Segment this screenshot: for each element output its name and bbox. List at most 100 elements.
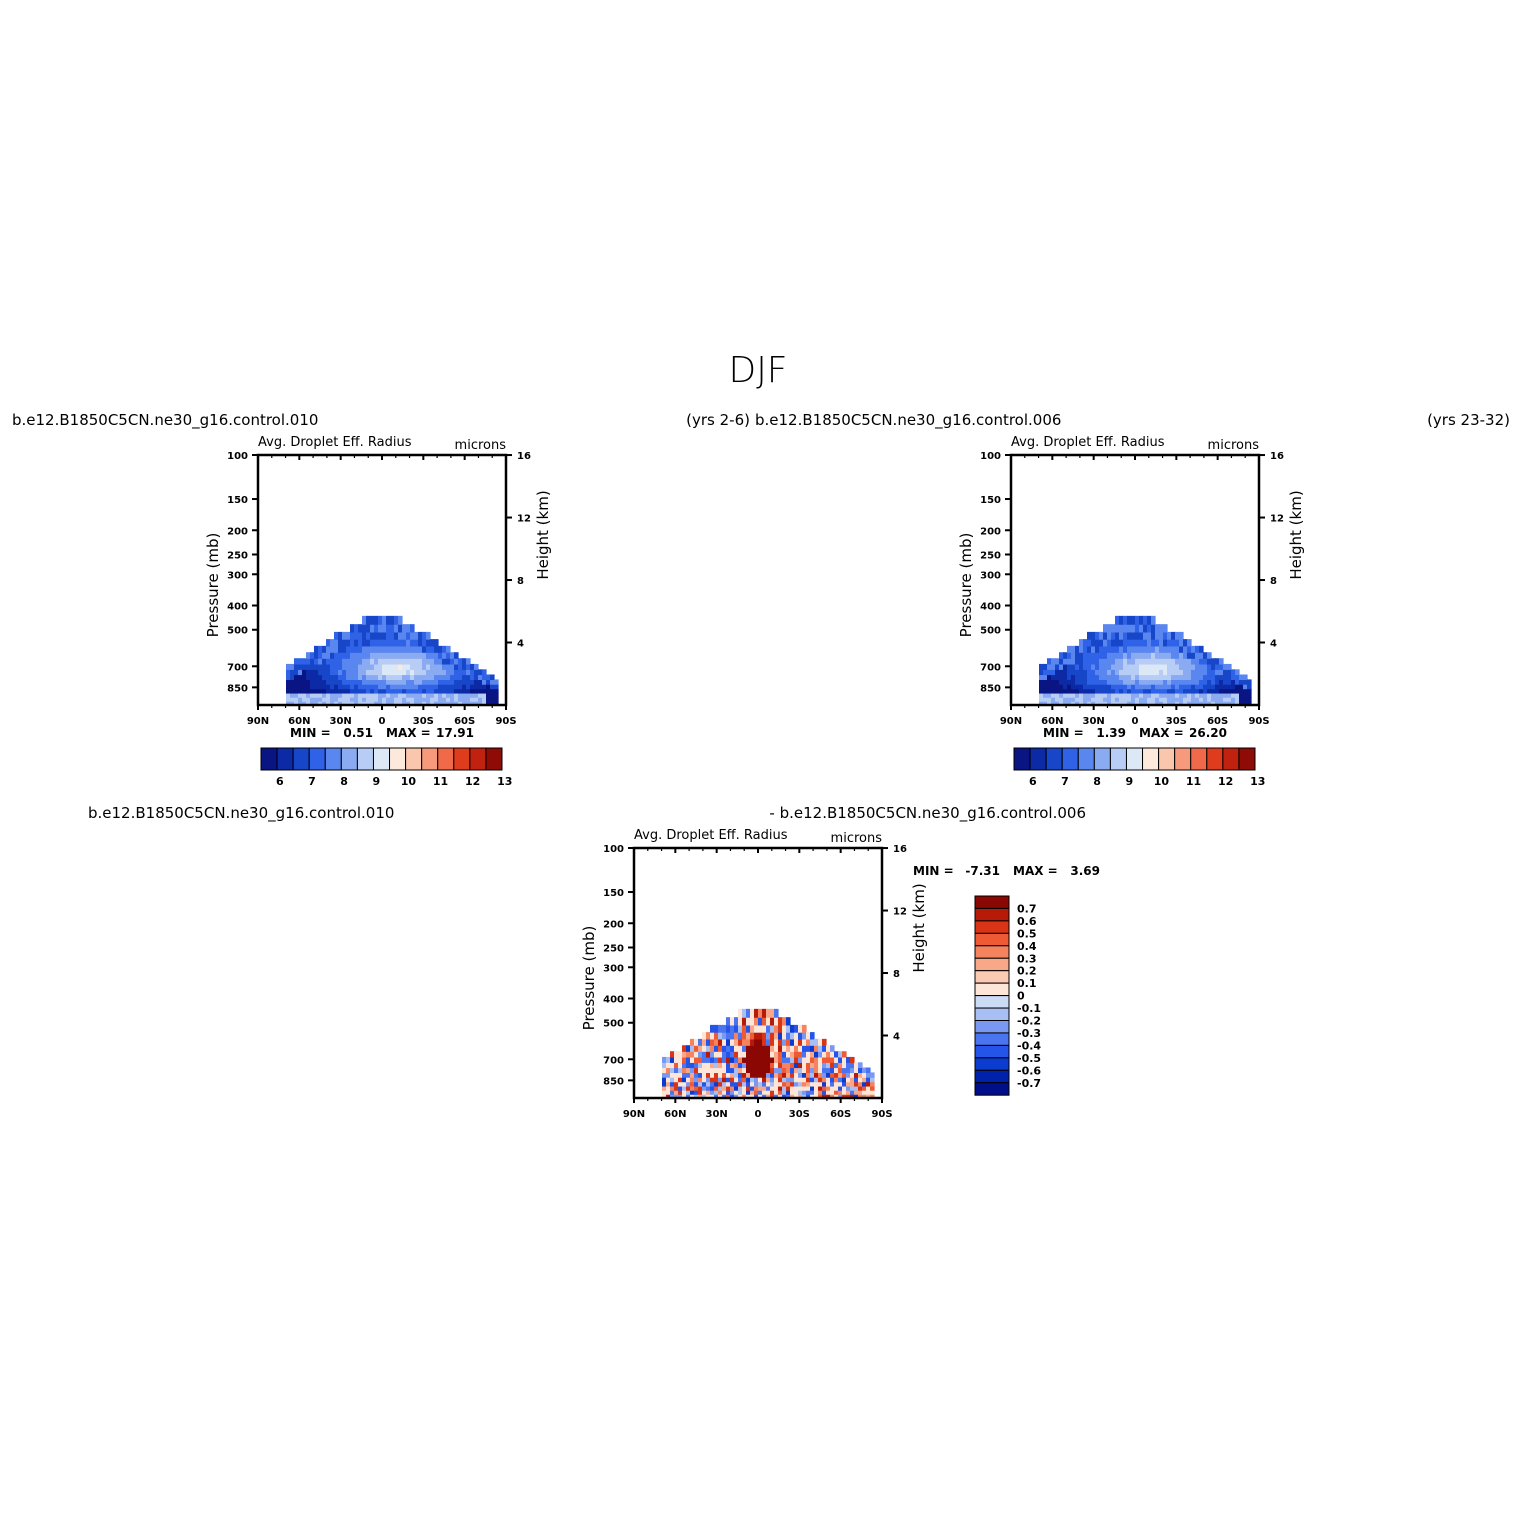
data-cell bbox=[1127, 679, 1132, 685]
data-cell bbox=[346, 658, 351, 665]
data-cell bbox=[358, 631, 363, 640]
data-cell bbox=[406, 692, 411, 698]
data-cell bbox=[790, 1062, 795, 1069]
data-cell bbox=[1159, 679, 1164, 685]
data-cell bbox=[338, 674, 343, 681]
data-cell bbox=[298, 674, 303, 681]
data-cell bbox=[414, 631, 419, 640]
data-cell bbox=[402, 669, 407, 676]
data-cell bbox=[1071, 688, 1076, 694]
data-cell bbox=[1115, 697, 1120, 702]
data-cell bbox=[486, 701, 491, 705]
data-cell bbox=[1147, 697, 1152, 702]
data-cell bbox=[1187, 674, 1192, 681]
data-cell bbox=[1055, 658, 1060, 665]
data-cell bbox=[474, 701, 479, 705]
data-cell bbox=[762, 1085, 767, 1091]
data-cell bbox=[738, 1051, 743, 1058]
data-cell bbox=[458, 679, 463, 685]
y-right-tick-label: 12 bbox=[893, 907, 907, 918]
data-cell bbox=[1243, 684, 1248, 690]
data-cell bbox=[302, 679, 307, 685]
data-cell bbox=[350, 639, 355, 647]
data-cell bbox=[298, 692, 303, 698]
data-cell bbox=[1199, 663, 1204, 670]
data-cell bbox=[1231, 669, 1236, 676]
data-cell bbox=[738, 1081, 743, 1087]
data-cell bbox=[1151, 697, 1156, 702]
data-cell bbox=[678, 1085, 683, 1091]
data-cell bbox=[774, 1081, 779, 1087]
data-cell bbox=[334, 684, 339, 690]
data-cell bbox=[1147, 615, 1152, 625]
data-cell bbox=[1187, 697, 1192, 702]
data-cell bbox=[430, 663, 435, 670]
data-cell bbox=[1095, 688, 1100, 694]
data-cell bbox=[682, 1067, 687, 1074]
data-cell bbox=[318, 684, 323, 690]
data-cell bbox=[1247, 684, 1252, 690]
data-cell bbox=[1123, 688, 1128, 694]
data-cell bbox=[426, 697, 431, 702]
data-cell bbox=[682, 1085, 687, 1091]
data-cell bbox=[1095, 631, 1100, 640]
data-cell bbox=[374, 645, 379, 653]
panel-2: b.e12.B1850C5CN.ne30_g16.control.006 (yrs… bbox=[755, 411, 1510, 788]
data-cell bbox=[714, 1056, 719, 1063]
data-cell bbox=[298, 701, 303, 705]
data-cell bbox=[410, 679, 415, 685]
data-cell bbox=[830, 1067, 835, 1074]
data-cell bbox=[1079, 645, 1084, 653]
data-cell bbox=[354, 624, 359, 633]
data-cell bbox=[814, 1077, 819, 1083]
data-cell bbox=[734, 1017, 739, 1026]
data-cell bbox=[418, 669, 423, 676]
data-cell bbox=[1147, 688, 1152, 694]
data-cell bbox=[1043, 684, 1048, 690]
data-cell bbox=[742, 1056, 747, 1063]
data-cell bbox=[426, 645, 431, 653]
data-cell bbox=[1055, 697, 1060, 702]
data-cell bbox=[690, 1062, 695, 1069]
data-cell bbox=[1195, 688, 1200, 694]
y-axis-label: Pressure (mb) bbox=[204, 533, 222, 638]
data-cell bbox=[442, 692, 447, 698]
data-cell bbox=[366, 674, 371, 681]
data-cell bbox=[702, 1045, 707, 1052]
data-cell bbox=[394, 701, 399, 705]
data-cell bbox=[398, 692, 403, 698]
data-cell bbox=[326, 697, 331, 702]
data-cell bbox=[362, 658, 367, 665]
data-cell bbox=[1227, 692, 1232, 698]
data-cell bbox=[430, 679, 435, 685]
data-cell bbox=[422, 679, 427, 685]
data-cell bbox=[1175, 688, 1180, 694]
data-cell bbox=[786, 1081, 791, 1087]
data-cell bbox=[482, 679, 487, 685]
data-cell bbox=[1135, 697, 1140, 702]
y-right-tick-label: 16 bbox=[517, 451, 531, 462]
data-cell bbox=[378, 692, 383, 698]
panel-header-right: (yrs 2-6) bbox=[686, 411, 750, 429]
data-cell bbox=[1143, 645, 1148, 653]
data-cell bbox=[318, 669, 323, 676]
data-cell bbox=[322, 684, 327, 690]
min-label: MIN = bbox=[290, 726, 331, 740]
data-cell bbox=[294, 658, 299, 665]
data-cell bbox=[798, 1056, 803, 1063]
data-cell bbox=[1087, 701, 1092, 705]
data-cell bbox=[330, 679, 335, 685]
data-cell bbox=[1063, 663, 1068, 670]
data-cell bbox=[410, 663, 415, 670]
data-cell bbox=[730, 1024, 735, 1033]
data-cell bbox=[1143, 701, 1148, 705]
data-cell bbox=[830, 1085, 835, 1091]
data-cell bbox=[714, 1090, 719, 1095]
data-cell bbox=[362, 697, 367, 702]
data-cell bbox=[1083, 684, 1088, 690]
data-cell bbox=[306, 679, 311, 685]
data-cell bbox=[790, 1077, 795, 1083]
data-cell bbox=[674, 1051, 679, 1058]
data-cell bbox=[1239, 697, 1244, 702]
data-cell bbox=[686, 1051, 691, 1058]
